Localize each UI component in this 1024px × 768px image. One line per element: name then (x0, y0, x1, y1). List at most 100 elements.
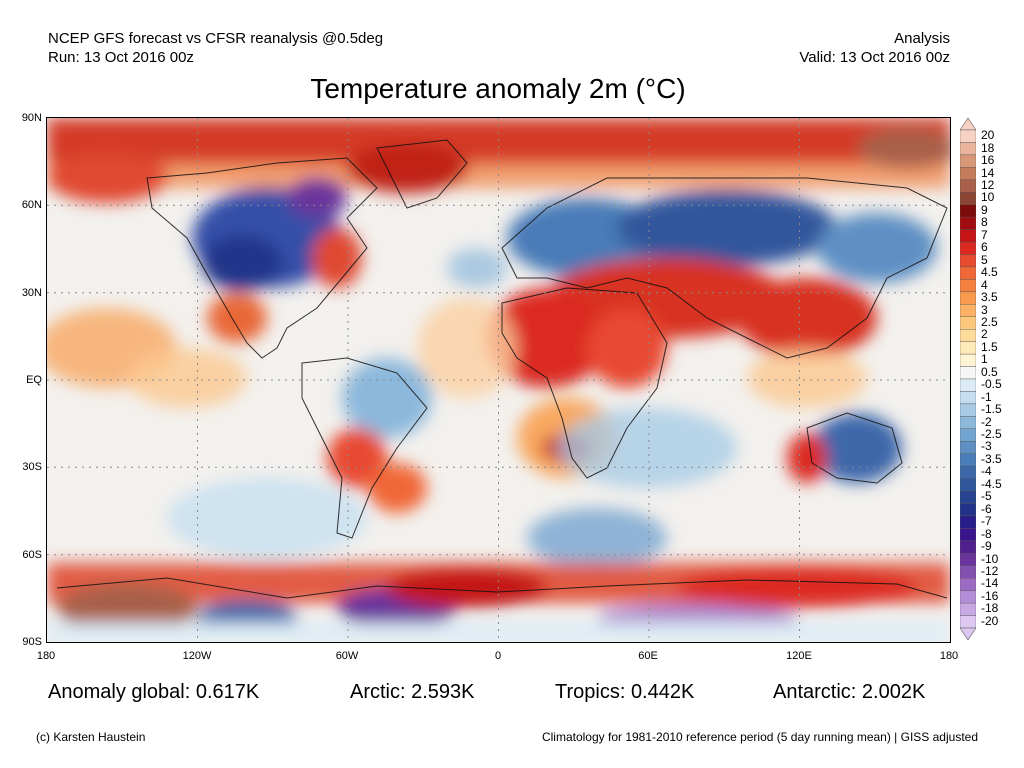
colorbar-swatch (960, 304, 976, 317)
colorbar-label: 16 (981, 153, 995, 168)
colorbar-min-cap (960, 627, 976, 640)
colorbar-label: 10 (981, 190, 995, 205)
colorbar-label: 2 (981, 327, 988, 342)
lon-label-60e: 60E (638, 650, 658, 662)
coastlines (56, 139, 948, 599)
colorbar-label: -18 (981, 601, 999, 616)
colorbar-label: -16 (981, 588, 999, 603)
valid-time: Valid: 13 Oct 2016 00z (799, 49, 950, 66)
climatology-note: Climatology for 1981-2010 reference peri… (541, 730, 978, 744)
colorbar-swatch (960, 204, 976, 218)
lat-label-60s: 60S (22, 549, 42, 561)
tropics-anomaly: Tropics: 0.442K (555, 681, 695, 703)
colorbar-label: -14 (981, 576, 999, 591)
colorbar-swatch (960, 279, 976, 293)
colorbar-label: -9 (981, 539, 992, 554)
colorbar-swatch (960, 366, 976, 380)
colorbar-swatch (960, 291, 976, 305)
colorbar-label: 5 (981, 252, 988, 267)
colorbar-label: -1 (981, 389, 992, 404)
credit-text: (c) Karsten Haustein (36, 730, 146, 744)
colorbar-swatch (960, 266, 976, 280)
colorbar-swatch (960, 465, 976, 479)
colorbar-swatch (960, 328, 976, 342)
colorbar-label: -2 (981, 414, 992, 429)
colorbar-label: -20 (981, 613, 999, 628)
colorbar-label: 7 (981, 227, 988, 242)
colorbar-swatch (960, 503, 976, 517)
colorbar-swatch (960, 578, 976, 591)
lon-label-180e: 180 (939, 650, 959, 662)
colorbar-swatch (960, 602, 976, 616)
lat-label-90n: 90N (21, 112, 42, 124)
colorbar-swatch (960, 478, 976, 492)
colorbar-label: -7 (981, 514, 992, 529)
colorbar-label: -8 (981, 526, 992, 541)
global-anomaly: Anomaly global: 0.617K (48, 681, 260, 703)
colorbar-swatch (960, 515, 976, 529)
colorbar-label: 1.5 (981, 339, 998, 354)
colorbar-label: 12 (981, 178, 995, 193)
colorbar-swatch (960, 540, 976, 554)
colorbar-label: -5 (981, 489, 992, 504)
colorbar-swatch (960, 416, 976, 430)
lat-label-90s: 90S (22, 636, 42, 648)
colorbar-swatch (960, 229, 976, 243)
colorbar-label: -3.5 (981, 451, 1002, 466)
colorbar-swatch (960, 391, 976, 405)
colorbar-swatch (960, 403, 976, 417)
colorbar-label: -2.5 (981, 427, 1002, 442)
anomaly-map (46, 117, 951, 643)
lat-label-30s: 30S (22, 461, 42, 473)
colorbar-label: 8 (981, 215, 988, 230)
lon-label-120w: 120W (182, 650, 212, 662)
colorbar-label: 9 (981, 202, 988, 217)
antarctic-anomaly: Antarctic: 2.002K (773, 681, 926, 703)
colorbar-swatch (960, 254, 976, 268)
colorbar-swatch (960, 590, 976, 604)
lat-label-eq: EQ (26, 374, 42, 386)
arctic-anomaly: Arctic: 2.593K (350, 681, 475, 703)
colorbar-max-cap (960, 118, 976, 131)
colorbar-label: -10 (981, 551, 999, 566)
colorbar-swatch (960, 341, 976, 355)
lon-label-180w: 180 (36, 650, 56, 662)
colorbar-swatch (960, 553, 976, 566)
colorbar-swatch (960, 216, 976, 230)
colorbar-swatch (960, 316, 976, 330)
colorbar-label: 20 (981, 128, 995, 143)
colorbar-label: -4.5 (981, 476, 1002, 491)
colorbar-label: 2.5 (981, 314, 998, 329)
colorbar-swatch (960, 167, 976, 180)
colorbar-label: 18 (981, 140, 995, 155)
colorbar-swatch (960, 378, 976, 392)
colorbar-swatch (960, 441, 976, 454)
model-description: NCEP GFS forecast vs CFSR reanalysis @0.… (48, 30, 384, 47)
colorbar-label: 0.5 (981, 364, 998, 379)
colorbar-label: -6 (981, 501, 992, 516)
colorbar-label: -0.5 (981, 377, 1002, 392)
colorbar-swatch (960, 353, 976, 367)
colorbar-label: 14 (981, 165, 995, 180)
lat-label-60n: 60N (21, 199, 42, 211)
colorbar-label: 3 (981, 302, 988, 317)
product-type: Analysis (894, 30, 950, 47)
colorbar-label: -3 (981, 439, 992, 454)
colorbar-label: -1.5 (981, 402, 1002, 417)
lon-label-60w: 60W (335, 650, 359, 662)
colorbar-label: -12 (981, 563, 999, 578)
colorbar-swatch (960, 528, 976, 542)
colorbar-swatch (960, 142, 976, 156)
chart-title: Temperature anomaly 2m (°C) (310, 73, 686, 104)
colorbar-swatch (960, 241, 976, 255)
colorbar-swatch (960, 490, 976, 504)
colorbar-swatch (960, 615, 976, 629)
lon-label-0: 0 (494, 650, 502, 662)
colorbar-label: 6 (981, 240, 988, 255)
colorbar-label: -4 (981, 464, 992, 479)
anomaly-map-graphic (47, 118, 950, 642)
lon-label-120e: 120E (786, 650, 812, 662)
lat-label-30n: 30N (21, 287, 42, 299)
colorbar-label: 4 (981, 277, 988, 292)
